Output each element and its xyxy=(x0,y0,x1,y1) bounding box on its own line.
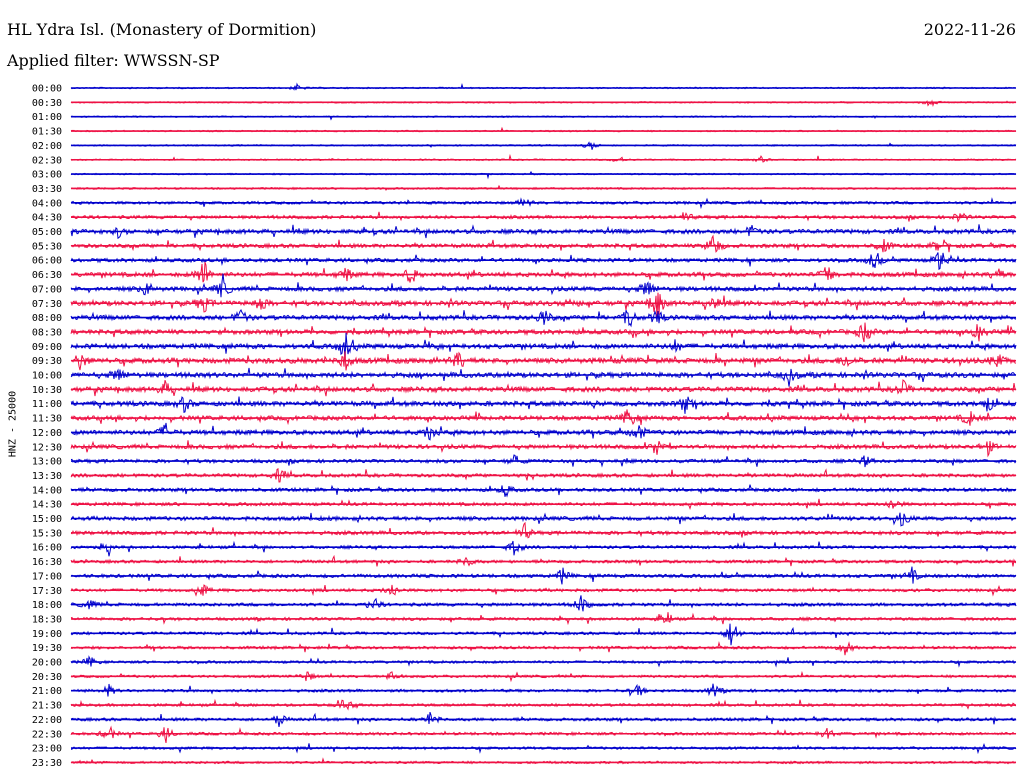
time-tick-label: 15:30 xyxy=(32,528,62,539)
time-tick-label: 00:30 xyxy=(32,98,62,109)
trace-row-1230 xyxy=(70,440,1017,458)
trace-row-1200 xyxy=(70,422,1017,441)
time-tick-label: 10:30 xyxy=(32,385,62,396)
time-tick-label: 14:30 xyxy=(32,500,62,511)
trace-row-0230 xyxy=(70,153,1017,163)
time-tick-label: 04:00 xyxy=(32,198,62,209)
station-title: HL Ydra Isl. (Monastery of Dormition) xyxy=(7,20,317,39)
time-tick-label: 13:00 xyxy=(32,457,62,468)
filter-label: Applied filter: WWSSN-SP xyxy=(7,51,220,70)
time-tick-label: 02:30 xyxy=(32,155,62,166)
time-tick-label: 05:30 xyxy=(32,241,62,252)
time-tick-label: 14:00 xyxy=(32,485,62,496)
time-tick-label: 08:30 xyxy=(32,327,62,338)
time-tick-label: 16:30 xyxy=(32,557,62,568)
time-tick-label: 23:00 xyxy=(32,744,62,755)
time-tick-label: 21:00 xyxy=(32,686,62,697)
time-tick-label: 06:00 xyxy=(32,256,62,267)
trace-row-1600 xyxy=(70,540,1017,557)
time-tick-label: 22:30 xyxy=(32,729,62,740)
time-tick-label: 03:30 xyxy=(32,184,62,195)
time-tick-label: 01:00 xyxy=(32,112,62,123)
time-tick-label: 18:00 xyxy=(32,600,62,611)
time-tick-label: 06:30 xyxy=(32,270,62,281)
time-tick-label: 07:30 xyxy=(32,299,62,310)
trace-row-1000 xyxy=(70,367,1017,387)
trace-row-1530 xyxy=(70,521,1017,539)
time-tick-label: 17:30 xyxy=(32,586,62,597)
trace-row-1100 xyxy=(70,396,1017,414)
time-tick-label: 02:00 xyxy=(32,141,62,152)
time-tick-label: 15:00 xyxy=(32,514,62,525)
trace-row-1930 xyxy=(70,641,1017,656)
time-tick-label: 11:30 xyxy=(32,414,62,425)
trace-row-1030 xyxy=(70,379,1017,397)
trace-row-0000 xyxy=(70,82,1017,91)
time-tick-label: 12:30 xyxy=(32,442,62,453)
time-tick-label: 11:00 xyxy=(32,399,62,410)
time-tick-label: 19:30 xyxy=(32,643,62,654)
time-tick-label: 13:30 xyxy=(32,471,62,482)
time-tick-label: 09:00 xyxy=(32,342,62,353)
date-label: 2022-11-26 xyxy=(923,20,1016,39)
time-tick-label: 00:00 xyxy=(32,84,62,95)
time-tick-label: 17:00 xyxy=(32,571,62,582)
time-tick-label: 18:30 xyxy=(32,614,62,625)
time-tick-label: 21:30 xyxy=(32,701,62,712)
trace-row-1900 xyxy=(70,623,1017,646)
time-tick-label: 05:00 xyxy=(32,227,62,238)
time-tick-label: 09:30 xyxy=(32,356,62,367)
trace-row-2230 xyxy=(70,725,1017,743)
trace-row-0530 xyxy=(70,234,1017,253)
time-tick-label: 01:30 xyxy=(32,127,62,138)
time-tick-label: 04:30 xyxy=(32,213,62,224)
time-tick-label: 16:00 xyxy=(32,543,62,554)
time-tick-label: 12:00 xyxy=(32,428,62,439)
time-tick-label: 08:00 xyxy=(32,313,62,324)
trace-row-1800 xyxy=(70,595,1017,612)
trace-row-0900 xyxy=(70,332,1017,362)
time-tick-label: 22:00 xyxy=(32,715,62,726)
time-tick-label: 23:30 xyxy=(32,758,62,769)
trace-row-1400 xyxy=(70,484,1017,498)
time-tick-label: 07:00 xyxy=(32,284,62,295)
time-tick-label: 10:00 xyxy=(32,371,62,382)
time-tick-label: 03:00 xyxy=(32,170,62,181)
trace-row-0700 xyxy=(70,273,1017,298)
time-tick-label: 19:00 xyxy=(32,629,62,640)
time-tick-label: 20:30 xyxy=(32,672,62,683)
time-tick-label: 20:00 xyxy=(32,658,62,669)
